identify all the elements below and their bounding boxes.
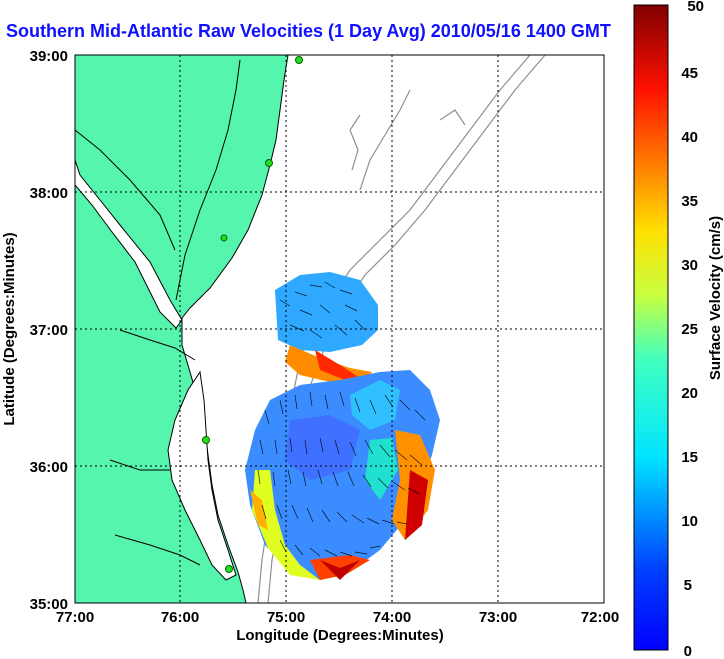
colorbar-tick-label: 40	[681, 129, 698, 146]
x-axis-ticks: 77:00 76:00 75:00 74:00 73:00 72:00	[56, 609, 619, 626]
station-marker	[202, 436, 210, 444]
x-tick-label: 74:00	[373, 609, 411, 626]
colorbar-tick-label: 45	[681, 65, 698, 82]
y-tick-label: 35:00	[30, 596, 68, 613]
pamlico-sound	[167, 370, 237, 581]
colorbar-tick-label: 20	[681, 385, 698, 402]
grid-lines	[75, 55, 604, 603]
colorbar-tick-label: 0	[684, 643, 692, 659]
plot-frame	[74, 54, 605, 604]
x-tick-label: 75:00	[267, 609, 305, 626]
colorbar-tick-label: 50	[687, 0, 704, 15]
chesapeake-bay	[75, 159, 183, 329]
y-axis-label: Latitude (Degrees:Minutes)	[1, 232, 18, 425]
colorbar-tick-label: 30	[681, 257, 698, 274]
y-tick-label: 36:00	[30, 459, 68, 476]
colorbar-label: Surface Velocity (cm/s)	[707, 216, 724, 380]
x-tick-label: 72:00	[581, 609, 619, 626]
x-tick-label: 77:00	[56, 609, 94, 626]
x-axis-label: Longitude (Degrees:Minutes)	[236, 627, 444, 644]
colorbar-ticks: 50 45 40 35 30 25 20 15 10 5 0	[681, 0, 704, 659]
colorbar-tick-label: 35	[681, 193, 698, 210]
y-tick-label: 39:00	[30, 48, 68, 65]
colorbar-tick-label: 15	[681, 449, 698, 466]
y-tick-label: 38:00	[30, 185, 68, 202]
colorbar-tick-label: 10	[681, 513, 698, 530]
station-marker	[220, 234, 228, 242]
colorbar	[633, 4, 669, 651]
x-tick-label: 73:00	[479, 609, 517, 626]
colorbar-tick-label: 25	[681, 321, 698, 338]
velocity-field	[245, 272, 440, 580]
y-axis-ticks: 39:00 38:00 37:00 36:00 35:00	[30, 48, 68, 613]
y-tick-label: 37:00	[30, 322, 68, 339]
station-marker	[225, 565, 233, 573]
station-marker	[295, 56, 303, 64]
colorbar-tick-label: 5	[684, 577, 692, 594]
x-tick-label: 76:00	[161, 609, 199, 626]
radar-stations	[202, 56, 303, 573]
station-marker	[265, 159, 273, 167]
map-title: Southern Mid-Atlantic Raw Velocities (1 …	[6, 21, 611, 41]
